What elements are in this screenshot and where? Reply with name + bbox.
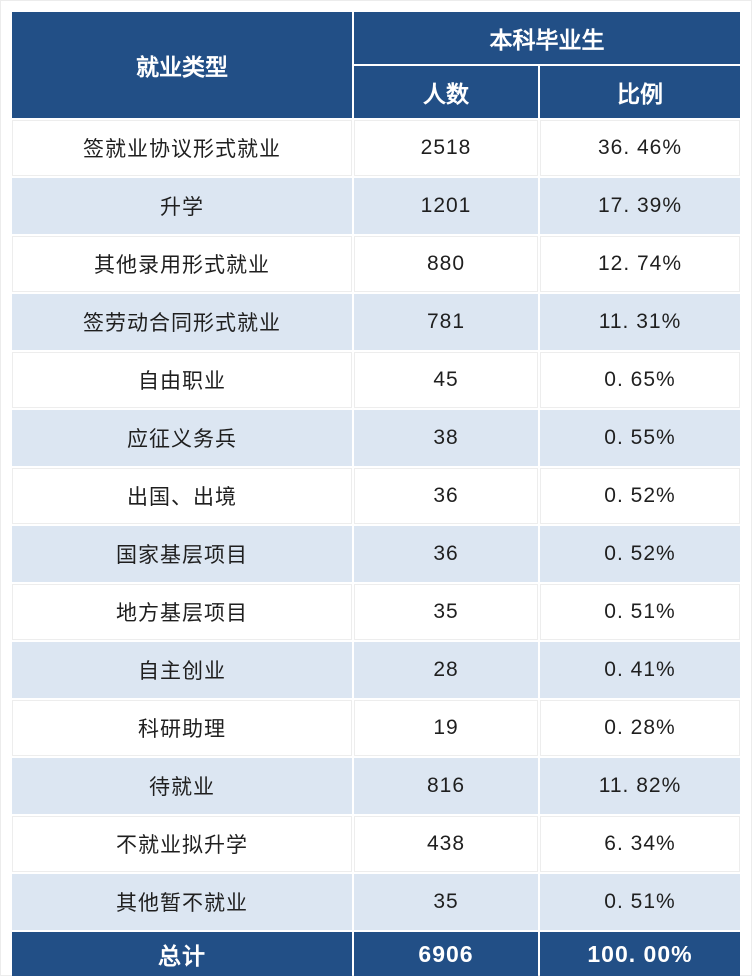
- total-label: 总计: [12, 932, 352, 976]
- table-footer: 总计 6906 100. 00%: [12, 932, 740, 976]
- ratio-cell: 0. 55%: [540, 410, 740, 466]
- table-row: 出国、出境 36 0. 52%: [12, 468, 740, 524]
- count-cell: 19: [354, 700, 538, 756]
- ratio-cell: 11. 31%: [540, 294, 740, 350]
- type-cell: 应征义务兵: [12, 410, 352, 466]
- table-row: 国家基层项目 36 0. 52%: [12, 526, 740, 582]
- type-cell: 出国、出境: [12, 468, 352, 524]
- type-cell: 地方基层项目: [12, 584, 352, 640]
- type-cell: 升学: [12, 178, 352, 234]
- count-cell: 36: [354, 526, 538, 582]
- ratio-cell: 0. 51%: [540, 584, 740, 640]
- table-row: 自由职业 45 0. 65%: [12, 352, 740, 408]
- count-cell: 38: [354, 410, 538, 466]
- ratio-cell: 6. 34%: [540, 816, 740, 872]
- ratio-cell: 0. 52%: [540, 468, 740, 524]
- table-row: 升学 1201 17. 39%: [12, 178, 740, 234]
- ratio-cell: 36. 46%: [540, 120, 740, 176]
- table-body: 签就业协议形式就业 2518 36. 46% 升学 1201 17. 39% 其…: [12, 120, 740, 930]
- ratio-cell: 17. 39%: [540, 178, 740, 234]
- type-cell: 待就业: [12, 758, 352, 814]
- count-cell: 35: [354, 584, 538, 640]
- table-row: 不就业拟升学 438 6. 34%: [12, 816, 740, 872]
- ratio-cell: 0. 65%: [540, 352, 740, 408]
- count-cell: 2518: [354, 120, 538, 176]
- table-row: 其他录用形式就业 880 12. 74%: [12, 236, 740, 292]
- employment-type-header: 就业类型: [12, 12, 352, 118]
- header-row-2: 人数 比例: [12, 66, 740, 118]
- count-cell: 35: [354, 874, 538, 930]
- table-row: 签劳动合同形式就业 781 11. 31%: [12, 294, 740, 350]
- total-ratio: 100. 00%: [540, 932, 740, 976]
- table-row: 自主创业 28 0. 41%: [12, 642, 740, 698]
- table-row: 科研助理 19 0. 28%: [12, 700, 740, 756]
- count-cell: 1201: [354, 178, 538, 234]
- employment-stats-table: 就业类型 本科毕业生 人数 比例 签就业协议形式就业 2518 36. 46% …: [10, 10, 742, 978]
- ratio-header: 比例: [540, 66, 740, 118]
- table-row: 待就业 816 11. 82%: [12, 758, 740, 814]
- ratio-cell: 0. 52%: [540, 526, 740, 582]
- type-cell: 签劳动合同形式就业: [12, 294, 352, 350]
- count-cell: 36: [354, 468, 538, 524]
- count-cell: 438: [354, 816, 538, 872]
- count-cell: 28: [354, 642, 538, 698]
- type-cell: 自由职业: [12, 352, 352, 408]
- type-cell: 自主创业: [12, 642, 352, 698]
- count-cell: 781: [354, 294, 538, 350]
- table-header: 就业类型 本科毕业生 人数 比例: [12, 12, 740, 118]
- total-count: 6906: [354, 932, 538, 976]
- type-cell: 其他录用形式就业: [12, 236, 352, 292]
- type-cell: 其他暂不就业: [12, 874, 352, 930]
- type-cell: 科研助理: [12, 700, 352, 756]
- type-cell: 国家基层项目: [12, 526, 352, 582]
- count-cell: 45: [354, 352, 538, 408]
- count-header: 人数: [354, 66, 538, 118]
- count-cell: 880: [354, 236, 538, 292]
- type-cell: 不就业拟升学: [12, 816, 352, 872]
- ratio-cell: 0. 28%: [540, 700, 740, 756]
- ratio-cell: 0. 41%: [540, 642, 740, 698]
- header-row-1: 就业类型 本科毕业生: [12, 12, 740, 118]
- total-row: 总计 6906 100. 00%: [12, 932, 740, 976]
- ratio-cell: 12. 74%: [540, 236, 740, 292]
- table-row: 签就业协议形式就业 2518 36. 46%: [12, 120, 740, 176]
- ratio-cell: 11. 82%: [540, 758, 740, 814]
- table-row: 应征义务兵 38 0. 55%: [12, 410, 740, 466]
- ratio-cell: 0. 51%: [540, 874, 740, 930]
- type-cell: 签就业协议形式就业: [12, 120, 352, 176]
- table-row: 地方基层项目 35 0. 51%: [12, 584, 740, 640]
- count-cell: 816: [354, 758, 538, 814]
- graduate-group-header: 本科毕业生: [354, 12, 740, 64]
- table-row: 其他暂不就业 35 0. 51%: [12, 874, 740, 930]
